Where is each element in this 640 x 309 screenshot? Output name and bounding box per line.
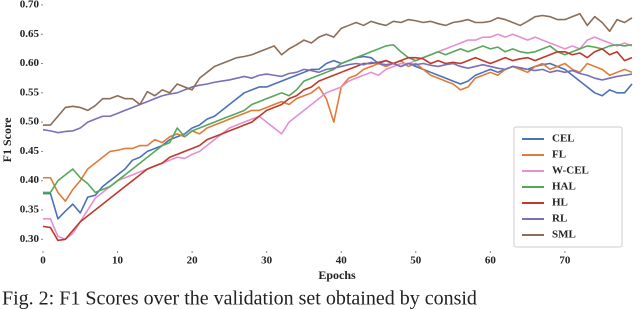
y-tick-label: 0.55 bbox=[20, 86, 40, 98]
series-line bbox=[42, 48, 633, 242]
legend-label: RL bbox=[552, 213, 567, 225]
y-tick-label: 0.30 bbox=[20, 233, 40, 245]
x-tick-label: 50 bbox=[410, 255, 422, 267]
series-line bbox=[43, 43, 633, 194]
x-tick-label: 40 bbox=[336, 255, 348, 267]
legend-box bbox=[513, 126, 623, 248]
y-tick-label: 0.50 bbox=[20, 116, 40, 128]
y-tick-label: 0.70 bbox=[20, 0, 40, 10]
series-line bbox=[43, 33, 633, 241]
x-tick-label: 30 bbox=[261, 255, 273, 267]
caption: Fig. 2: F1 Scores over the validation se… bbox=[2, 288, 477, 309]
legend-label: W-CEL bbox=[552, 165, 589, 177]
x-tick-label: 10 bbox=[112, 255, 124, 267]
legend-label: HAL bbox=[552, 181, 576, 193]
y-tick-label: 0.60 bbox=[20, 57, 40, 69]
y-tick-label: 0.65 bbox=[20, 28, 40, 40]
y-axis-label: F1 Score bbox=[0, 117, 14, 162]
legend-label: CEL bbox=[552, 133, 575, 145]
y-tick-label: 0.45 bbox=[20, 145, 40, 157]
series-line bbox=[43, 12, 633, 126]
y-tick-label: 0.40 bbox=[20, 174, 40, 186]
x-axis-label: Epochs bbox=[318, 268, 356, 282]
legend-label: SML bbox=[552, 229, 576, 241]
x-tick-label: 60 bbox=[485, 255, 497, 267]
legend-label: FL bbox=[552, 149, 566, 161]
series-line bbox=[42, 61, 633, 134]
series-line bbox=[43, 59, 633, 202]
x-tick-label: 20 bbox=[187, 255, 199, 267]
x-tick-label: 70 bbox=[559, 255, 571, 267]
y-tick-label: 0.35 bbox=[20, 204, 40, 216]
x-tick-label: 0 bbox=[40, 255, 46, 267]
legend-label: HL bbox=[552, 197, 568, 209]
